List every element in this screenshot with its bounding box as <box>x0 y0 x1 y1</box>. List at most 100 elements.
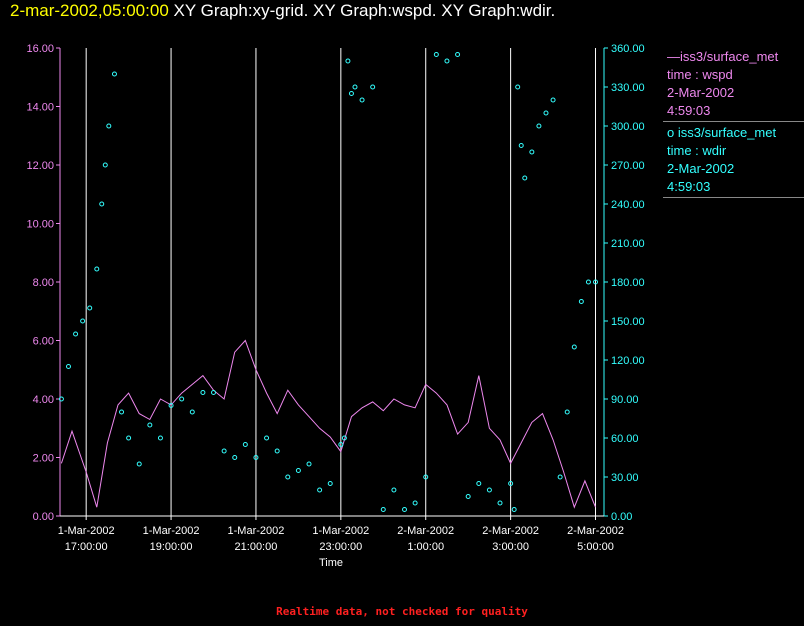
wdir-point-54 <box>522 175 528 181</box>
wdir-point-24 <box>264 435 270 441</box>
wdir-point-19 <box>211 390 217 395</box>
wdir-point-25 <box>274 448 280 454</box>
chart-title-line: 2-mar-2002,05:00:00 XY Graph:xy-grid. XY… <box>10 1 555 21</box>
y-right-tick-label-7: 210.00 <box>611 238 645 250</box>
x-tick-time-6: 5:00:00 <box>577 541 614 553</box>
wdir-point-4 <box>87 305 93 311</box>
legend-wspd-source: iss3/surface_met <box>680 49 779 64</box>
y-left-tick-label-5: 10.00 <box>26 219 54 231</box>
x-tick-date-1: 1-Mar-2002 <box>143 525 200 537</box>
y-left-tick-label-0: 0.00 <box>33 511 54 523</box>
y-left-tick-label-3: 6.00 <box>33 336 54 348</box>
wdir-point-39 <box>391 487 397 493</box>
legend: —iss3/surface_met time : wspd 2-Mar-2002… <box>663 48 804 200</box>
x-tick-time-5: 3:00:00 <box>492 541 529 553</box>
wdir-point-49 <box>497 500 503 506</box>
wdir-point-31 <box>338 442 344 447</box>
y-right-tick-label-6: 180.00 <box>611 277 645 289</box>
wdir-point-62 <box>578 299 584 304</box>
y-left-tick-label-1: 2.00 <box>33 453 54 465</box>
x-tick-date-6: 2-Mar-2002 <box>567 525 624 537</box>
legend-wspd-row1: —iss3/surface_met <box>667 48 804 66</box>
x-tick-date-2: 1-Mar-2002 <box>228 525 285 537</box>
wdir-point-64 <box>593 279 599 285</box>
wdir-point-40 <box>402 507 408 512</box>
wdir-point-12 <box>136 461 142 467</box>
x-tick-date-3: 1-Mar-2002 <box>312 525 369 537</box>
legend-circle-marker: o <box>667 125 678 140</box>
series-wspd-line <box>60 339 596 509</box>
wdir-point-61 <box>571 344 577 350</box>
legend-entry-wdir: o iss3/surface_met time : wdir 2-Mar-200… <box>663 124 804 196</box>
y-right-tick-label-11: 330.00 <box>611 82 645 94</box>
y-right-tick-label-5: 150.00 <box>611 316 645 328</box>
y-left-tick-label-6: 12.00 <box>26 160 54 172</box>
legend-wdir-time: 4:59:03 <box>667 179 711 194</box>
wdir-point-46 <box>465 494 471 499</box>
wdir-point-58 <box>550 97 556 103</box>
wdir-point-32 <box>341 435 347 441</box>
wdir-point-8 <box>106 123 112 129</box>
x-tick-date-0: 1-Mar-2002 <box>58 525 115 537</box>
wdir-point-14 <box>157 435 163 441</box>
wdir-point-55 <box>529 149 535 155</box>
x-tick-time-2: 21:00:00 <box>235 541 278 553</box>
wdir-point-50 <box>508 481 514 486</box>
wdir-point-5 <box>94 266 100 272</box>
legend-entry-wspd: —iss3/surface_met time : wspd 2-Mar-2002… <box>663 48 804 120</box>
wdir-point-52 <box>515 84 521 90</box>
x-tick-time-1: 19:00:00 <box>150 541 193 553</box>
x-tick-time-0: 17:00:00 <box>65 541 108 553</box>
wdir-point-1 <box>65 364 71 369</box>
wdir-point-16 <box>179 396 185 402</box>
y-left-tick-label-7: 14.00 <box>26 102 54 114</box>
wdir-point-44 <box>444 58 450 64</box>
y-right-tick-label-12: 360.00 <box>611 43 645 55</box>
wdir-point-13 <box>147 422 153 428</box>
wdir-point-34 <box>348 91 354 96</box>
x-tick-date-5: 2-Mar-2002 <box>482 525 539 537</box>
x-tick-time-4: 1:00:00 <box>407 541 444 553</box>
y-right-tick-label-4: 120.00 <box>611 355 645 367</box>
legend-wspd-date: 2-Mar-2002 <box>667 85 735 100</box>
wdir-point-53 <box>518 143 524 148</box>
y-right-tick-label-10: 300.00 <box>611 121 645 133</box>
wdir-point-33 <box>345 58 351 64</box>
wdir-point-27 <box>295 468 301 473</box>
quality-note: Realtime data, not checked for quality <box>276 605 528 618</box>
wdir-point-45 <box>455 52 461 57</box>
wdir-point-26 <box>285 474 291 480</box>
y-right-tick-label-3: 90.00 <box>611 394 639 406</box>
x-axis-label: Time <box>319 557 343 569</box>
wdir-point-59 <box>557 474 563 480</box>
legend-wdir-source: iss3/surface_met <box>677 125 777 140</box>
wdir-point-29 <box>317 487 323 493</box>
legend-wdir-date: 2-Mar-2002 <box>667 161 735 176</box>
legend-wdir-vars: time : wdir <box>667 143 727 158</box>
legend-wdir-row1: o iss3/surface_met <box>667 124 804 142</box>
wdir-point-42 <box>423 474 429 480</box>
legend-line-swatch: — <box>667 49 680 64</box>
legend-divider-bottom <box>663 197 804 198</box>
wdir-point-38 <box>380 507 386 512</box>
wdir-point-28 <box>306 461 312 467</box>
wdir-point-56 <box>536 123 542 129</box>
legend-wspd-vars: time : wspd <box>667 67 733 82</box>
y-right-tick-label-2: 60.00 <box>611 433 639 445</box>
y-left-tick-label-2: 4.00 <box>33 394 54 406</box>
wdir-point-7 <box>102 162 108 168</box>
wdir-point-0 <box>58 396 64 402</box>
wdir-point-2 <box>73 331 79 337</box>
timestamp-title: 2-mar-2002,05:00:00 <box>10 1 169 20</box>
wdir-point-57 <box>543 110 549 116</box>
graph-list-title: XY Graph:xy-grid. XY Graph:wspd. XY Grap… <box>173 1 556 20</box>
wdir-point-30 <box>327 481 333 486</box>
wdir-point-11 <box>126 435 132 441</box>
wdir-point-43 <box>433 52 439 57</box>
wdir-point-60 <box>564 409 570 415</box>
wdir-point-47 <box>476 481 482 486</box>
wdir-point-15 <box>168 403 174 408</box>
legend-divider <box>663 121 804 122</box>
wdir-point-6 <box>99 201 105 207</box>
